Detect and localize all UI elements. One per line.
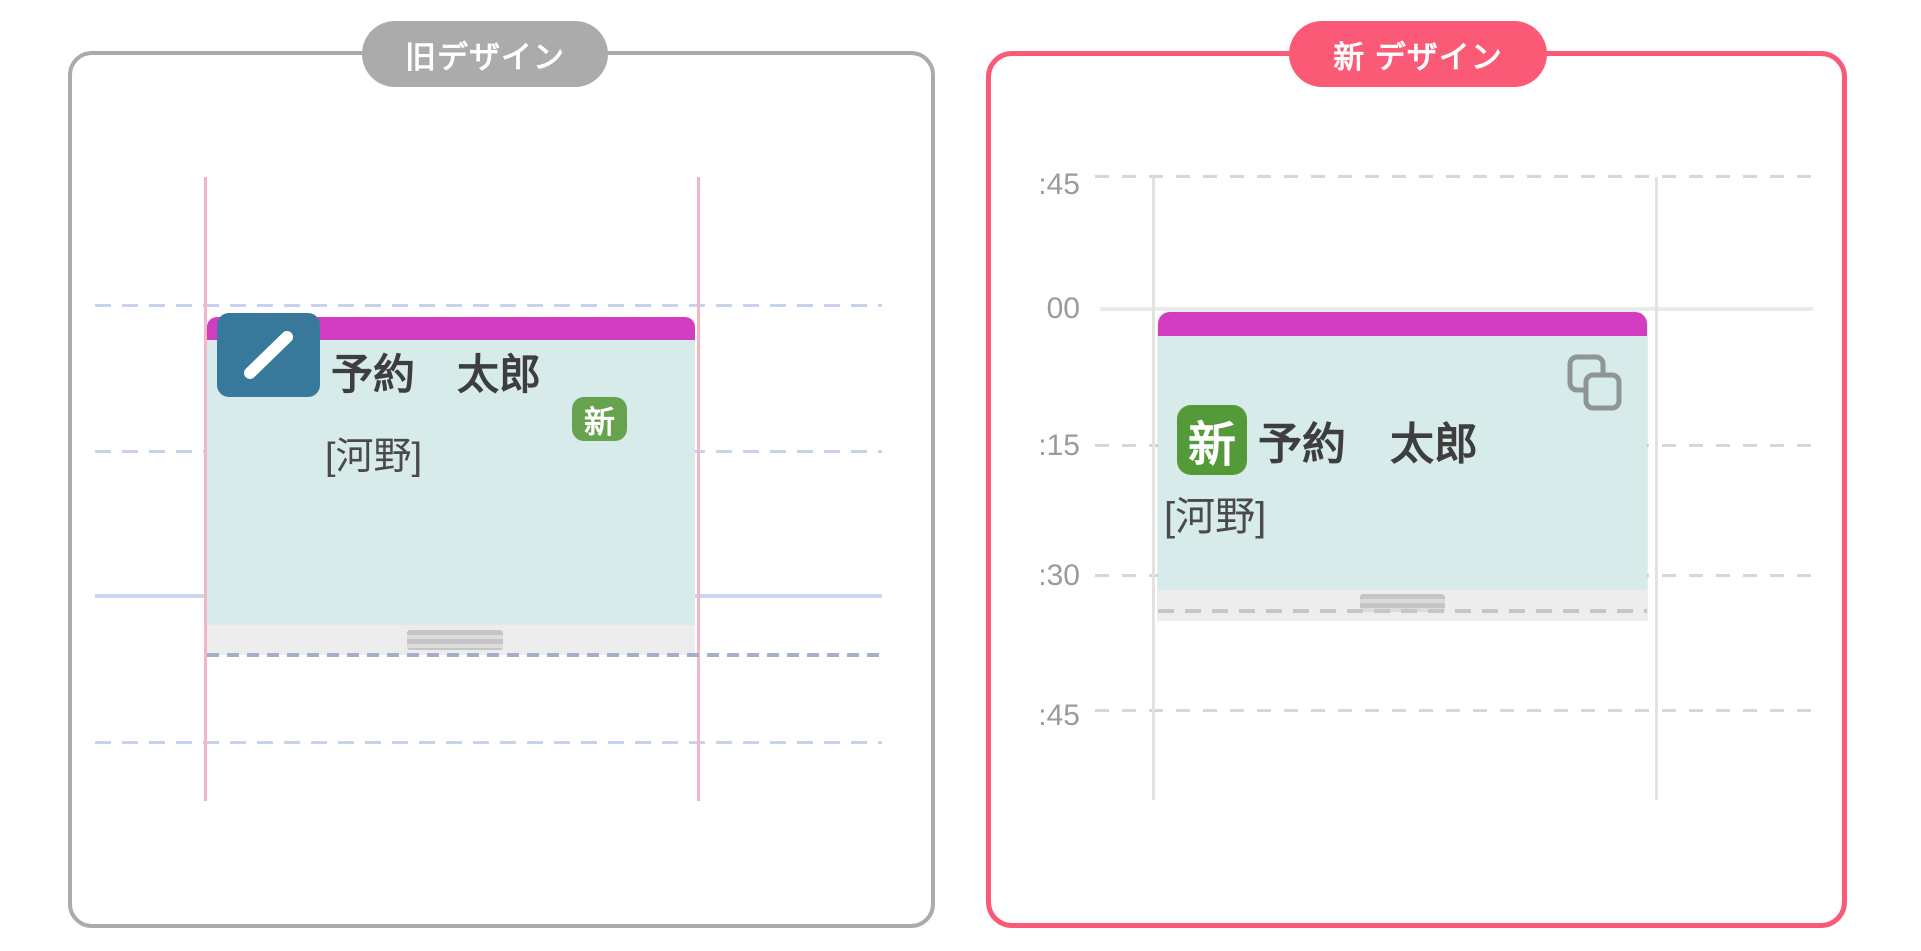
drag-handle[interactable] bbox=[407, 630, 503, 650]
copy-icon bbox=[1567, 354, 1622, 411]
new-design-label-text: 新 デザイン bbox=[1333, 39, 1503, 75]
new-gridline-45-bottom bbox=[1095, 709, 1813, 712]
new-column-border-left bbox=[1152, 177, 1155, 800]
old-gridline-dashed-3 bbox=[95, 741, 882, 744]
old-design-label-text: 旧デザイン bbox=[405, 39, 565, 75]
pencil-icon bbox=[244, 331, 293, 379]
new-event-subtitle: [河野] bbox=[1164, 495, 1267, 539]
time-label-00: 00 bbox=[1046, 292, 1080, 325]
new-gridline-hour bbox=[1100, 307, 1813, 311]
new-gridline-45-top bbox=[1095, 175, 1813, 178]
edit-button[interactable] bbox=[217, 313, 320, 397]
old-event-card[interactable]: 予約 太郎 新 [河野] bbox=[207, 313, 882, 657]
new-event-bottom-dashed-line bbox=[1158, 609, 1647, 613]
time-label-45-top: :45 bbox=[1038, 168, 1080, 201]
drag-handle[interactable] bbox=[1360, 594, 1445, 612]
old-column-guide-right bbox=[697, 177, 700, 801]
new-event-card[interactable]: 新 予約 太郎 [河野] bbox=[1158, 312, 1647, 620]
new-event-color-bar bbox=[1158, 312, 1647, 336]
new-column-border-right bbox=[1655, 177, 1658, 800]
old-column-guide-left bbox=[204, 177, 207, 801]
old-gridline-dashed-1 bbox=[95, 304, 882, 307]
new-design-label: 新 デザイン bbox=[1289, 21, 1547, 87]
time-label-15: :15 bbox=[1038, 429, 1080, 462]
time-label-45-bottom: :45 bbox=[1038, 699, 1080, 732]
old-event-color-bar bbox=[207, 317, 695, 340]
old-new-badge: 新 bbox=[572, 397, 627, 441]
old-event-subtitle: [河野] bbox=[325, 436, 423, 478]
new-new-badge: 新 bbox=[1177, 405, 1247, 475]
new-event-title: 予約 太郎 bbox=[1258, 420, 1478, 469]
old-event-bottom-dashed-line bbox=[207, 653, 882, 657]
copy-button[interactable] bbox=[1563, 352, 1627, 416]
old-design-label: 旧デザイン bbox=[362, 21, 608, 87]
old-event-title: 予約 太郎 bbox=[331, 351, 542, 398]
time-label-30: :30 bbox=[1038, 559, 1080, 592]
